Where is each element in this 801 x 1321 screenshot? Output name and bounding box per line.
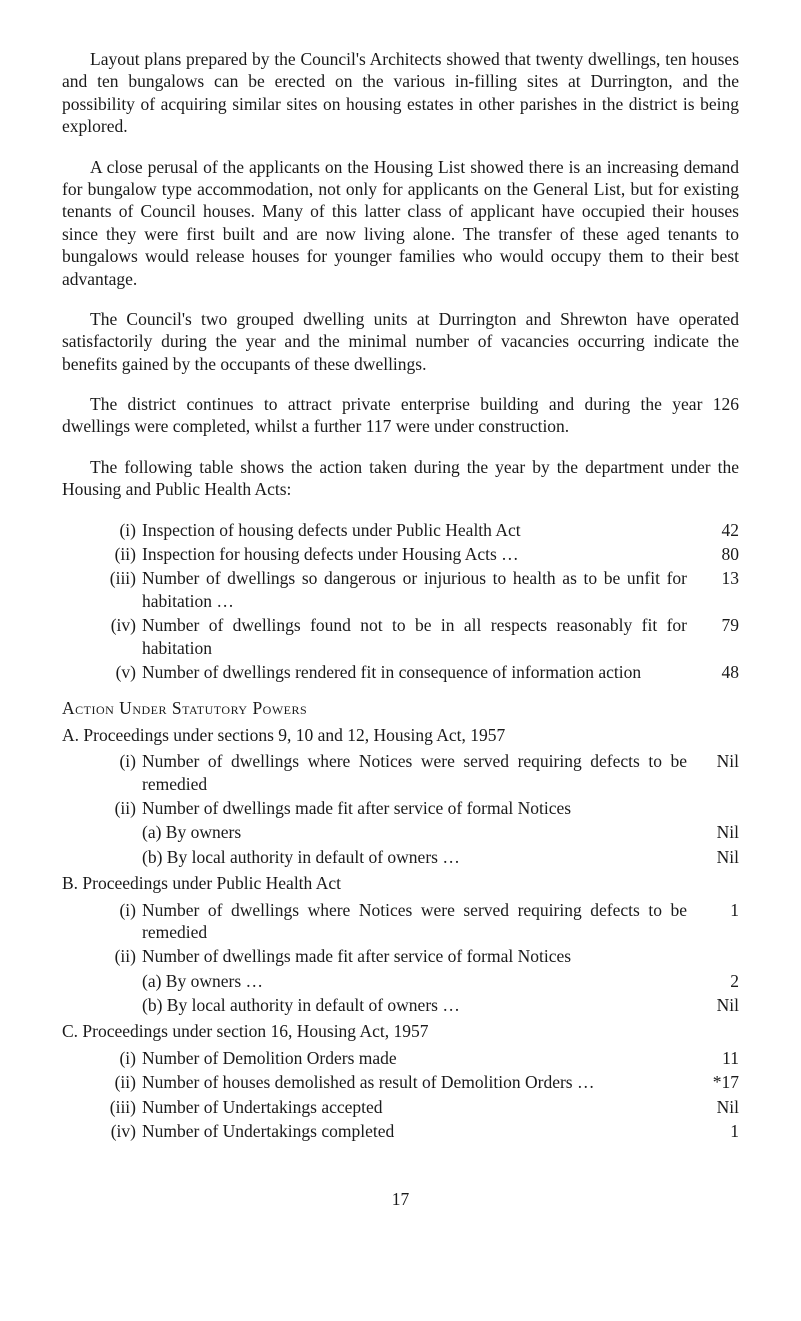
- subitem-text: (a) By owners …: [142, 970, 695, 992]
- item-label: (i): [62, 1047, 142, 1069]
- subitem-text: (a) By owners: [142, 821, 695, 843]
- item-value: Nil: [695, 1096, 739, 1118]
- item-label: (v): [62, 661, 142, 683]
- sub-item: (a) By owners … 2: [62, 970, 739, 992]
- list-item: (iii) Number of dwellings so dangerous o…: [62, 567, 739, 612]
- item-value: 11: [695, 1047, 739, 1069]
- list-item: (ii) Number of dwellings made fit after …: [62, 945, 739, 967]
- item-text: Number of dwellings found not to be in a…: [142, 614, 695, 659]
- item-value: 42: [695, 519, 739, 541]
- list-item: (i) Inspection of housing defects under …: [62, 519, 739, 541]
- paragraph-5: The following table shows the action tak…: [62, 456, 739, 501]
- sub-item: (b) By local authority in default of own…: [62, 994, 739, 1016]
- subitem-value: Nil: [695, 994, 739, 1016]
- subitem-value: 2: [695, 970, 739, 992]
- document-page: Layout plans prepared by the Council's A…: [0, 0, 801, 1261]
- roman-list-1: (i) Inspection of housing defects under …: [62, 519, 739, 684]
- item-text: Number of dwellings where Notices were s…: [142, 750, 695, 795]
- item-label: (iv): [62, 614, 142, 636]
- list-item: (iv) Number of Undertakings completed 1: [62, 1120, 739, 1142]
- item-label: (iv): [62, 1120, 142, 1142]
- action-heading: Action Under Statutory Powers: [62, 697, 739, 719]
- item-text: Number of dwellings so dangerous or inju…: [142, 567, 695, 612]
- item-label: (iii): [62, 1096, 142, 1118]
- paragraph-2: A close perusal of the applicants on the…: [62, 156, 739, 290]
- paragraph-4: The district continues to attract privat…: [62, 393, 739, 438]
- item-text: Number of dwellings rendered fit in cons…: [142, 661, 695, 683]
- list-item: (ii) Inspection for housing defects unde…: [62, 543, 739, 565]
- item-text: Number of Undertakings completed: [142, 1120, 695, 1142]
- item-value: 48: [695, 661, 739, 683]
- list-item: (iv) Number of dwellings found not to be…: [62, 614, 739, 659]
- paragraph-3: The Council's two grouped dwelling units…: [62, 308, 739, 375]
- item-value: 13: [695, 567, 739, 589]
- list-item: (i) Number of dwellings where Notices we…: [62, 750, 739, 795]
- item-label: (i): [62, 519, 142, 541]
- list-item: (ii) Number of dwellings made fit after …: [62, 797, 739, 819]
- subitem-value: Nil: [695, 821, 739, 843]
- list-item: (iii) Number of Undertakings accepted Ni…: [62, 1096, 739, 1118]
- item-text: Number of houses demolished as result of…: [142, 1071, 695, 1093]
- item-text: Number of Undertakings accepted: [142, 1096, 695, 1118]
- paragraph-1: Layout plans prepared by the Council's A…: [62, 48, 739, 138]
- list-item: (i) Number of dwellings where Notices we…: [62, 899, 739, 944]
- item-text: Inspection of housing defects under Publ…: [142, 519, 695, 541]
- item-value: Nil: [695, 750, 739, 772]
- section-b-list: (i) Number of dwellings where Notices we…: [62, 899, 739, 1017]
- sub-item: (a) By owners Nil: [62, 821, 739, 843]
- item-text: Number of dwellings made fit after servi…: [142, 945, 695, 967]
- item-label: (iii): [62, 567, 142, 589]
- item-label: (i): [62, 899, 142, 921]
- item-label: (ii): [62, 945, 142, 967]
- sub-item: (b) By local authority in default of own…: [62, 846, 739, 868]
- list-item: (i) Number of Demolition Orders made 11: [62, 1047, 739, 1069]
- section-c-intro: C. Proceedings under section 16, Housing…: [62, 1020, 739, 1042]
- item-value: 80: [695, 543, 739, 565]
- section-a-intro: A. Proceedings under sections 9, 10 and …: [62, 724, 739, 746]
- subitem-value: Nil: [695, 846, 739, 868]
- item-label: (ii): [62, 1071, 142, 1093]
- item-label: (i): [62, 750, 142, 772]
- item-text: Inspection for housing defects under Hou…: [142, 543, 695, 565]
- item-text: Number of Demolition Orders made: [142, 1047, 695, 1069]
- item-text: Number of dwellings made fit after servi…: [142, 797, 695, 819]
- item-text: Number of dwellings where Notices were s…: [142, 899, 695, 944]
- section-c-list: (i) Number of Demolition Orders made 11 …: [62, 1047, 739, 1143]
- section-b-intro: B. Proceedings under Public Health Act: [62, 872, 739, 894]
- item-value: *17: [695, 1071, 739, 1093]
- subitem-text: (b) By local authority in default of own…: [142, 994, 695, 1016]
- item-label: (ii): [62, 797, 142, 819]
- page-number: 17: [62, 1188, 739, 1210]
- item-value: 79: [695, 614, 739, 636]
- section-a-list: (i) Number of dwellings where Notices we…: [62, 750, 739, 868]
- item-label: (ii): [62, 543, 142, 565]
- list-item: (v) Number of dwellings rendered fit in …: [62, 661, 739, 683]
- item-value: 1: [695, 899, 739, 921]
- item-value: 1: [695, 1120, 739, 1142]
- subitem-text: (b) By local authority in default of own…: [142, 846, 695, 868]
- list-item: (ii) Number of houses demolished as resu…: [62, 1071, 739, 1093]
